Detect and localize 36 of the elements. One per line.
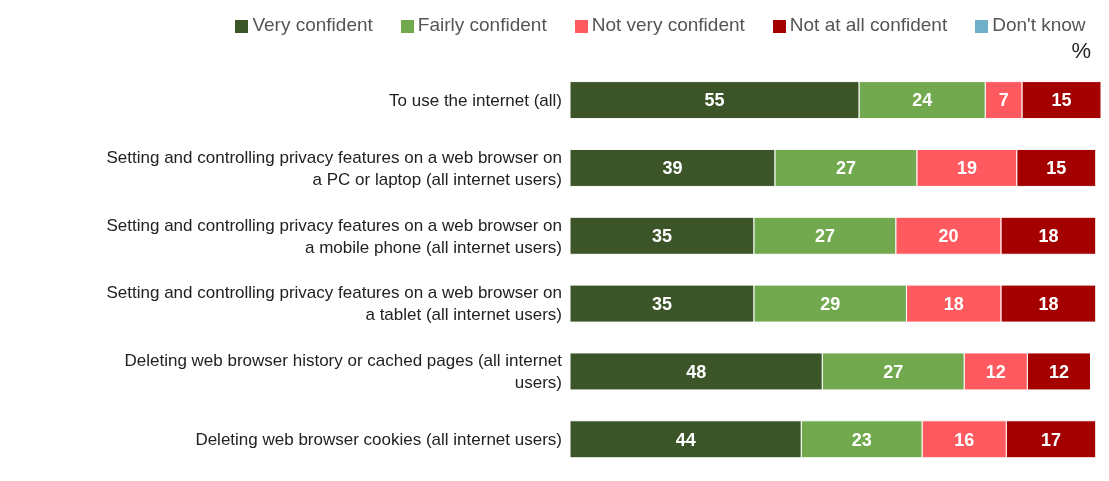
data-label: 39: [662, 158, 683, 179]
data-label: 15: [1046, 158, 1067, 179]
data-label: 12: [985, 361, 1006, 382]
text: %: [1071, 38, 1091, 64]
y-tick-label: Deleting web browser cookies (all internet users): [195, 429, 562, 449]
data-label: 27: [836, 158, 857, 179]
data-label: 23: [851, 429, 872, 450]
data-label: 27: [883, 361, 904, 382]
data-label: 12: [1048, 361, 1069, 382]
data-label: 29: [820, 293, 841, 314]
data-label: 18: [1038, 293, 1059, 314]
data-label: 7: [998, 90, 1009, 111]
data-label: 44: [675, 429, 696, 450]
y-tick-label: Setting and controlling privacy features on a web browser on a mobile phone (all internet users): [106, 215, 562, 257]
data-label: 17: [1041, 429, 1062, 450]
legend-label: Fairly confident: [417, 14, 547, 35]
legend-label: Don't know: [992, 14, 1086, 35]
data-label: 18: [943, 293, 964, 314]
data-label: 35: [651, 226, 673, 247]
data-label: 20: [938, 226, 959, 247]
data-label: 19: [956, 158, 977, 179]
data-label: 48: [686, 361, 707, 382]
y-tick-label: Deleting web browser history or cached pages (all internet users): [124, 350, 563, 392]
y-tick-label: To use the internet (all): [389, 90, 562, 110]
data-label: 27: [814, 226, 835, 247]
data-label: 16: [954, 429, 975, 450]
y-tick-label: Setting and controlling privacy features on a web browser on a PC or laptop (all internet users): [106, 147, 562, 189]
data-label: 15: [1051, 90, 1072, 111]
legend-label: Not at all confident: [789, 14, 948, 35]
data-label: 24: [912, 90, 933, 111]
data-label: 35: [651, 293, 673, 314]
y-tick-label: Setting and controlling privacy features on a web browser on a tablet (all internet users): [106, 282, 562, 324]
legend-label: Very confident: [252, 14, 373, 35]
legend-label: Not very confident: [591, 14, 745, 35]
data-label: 55: [704, 90, 725, 111]
data-label: 18: [1038, 226, 1059, 247]
